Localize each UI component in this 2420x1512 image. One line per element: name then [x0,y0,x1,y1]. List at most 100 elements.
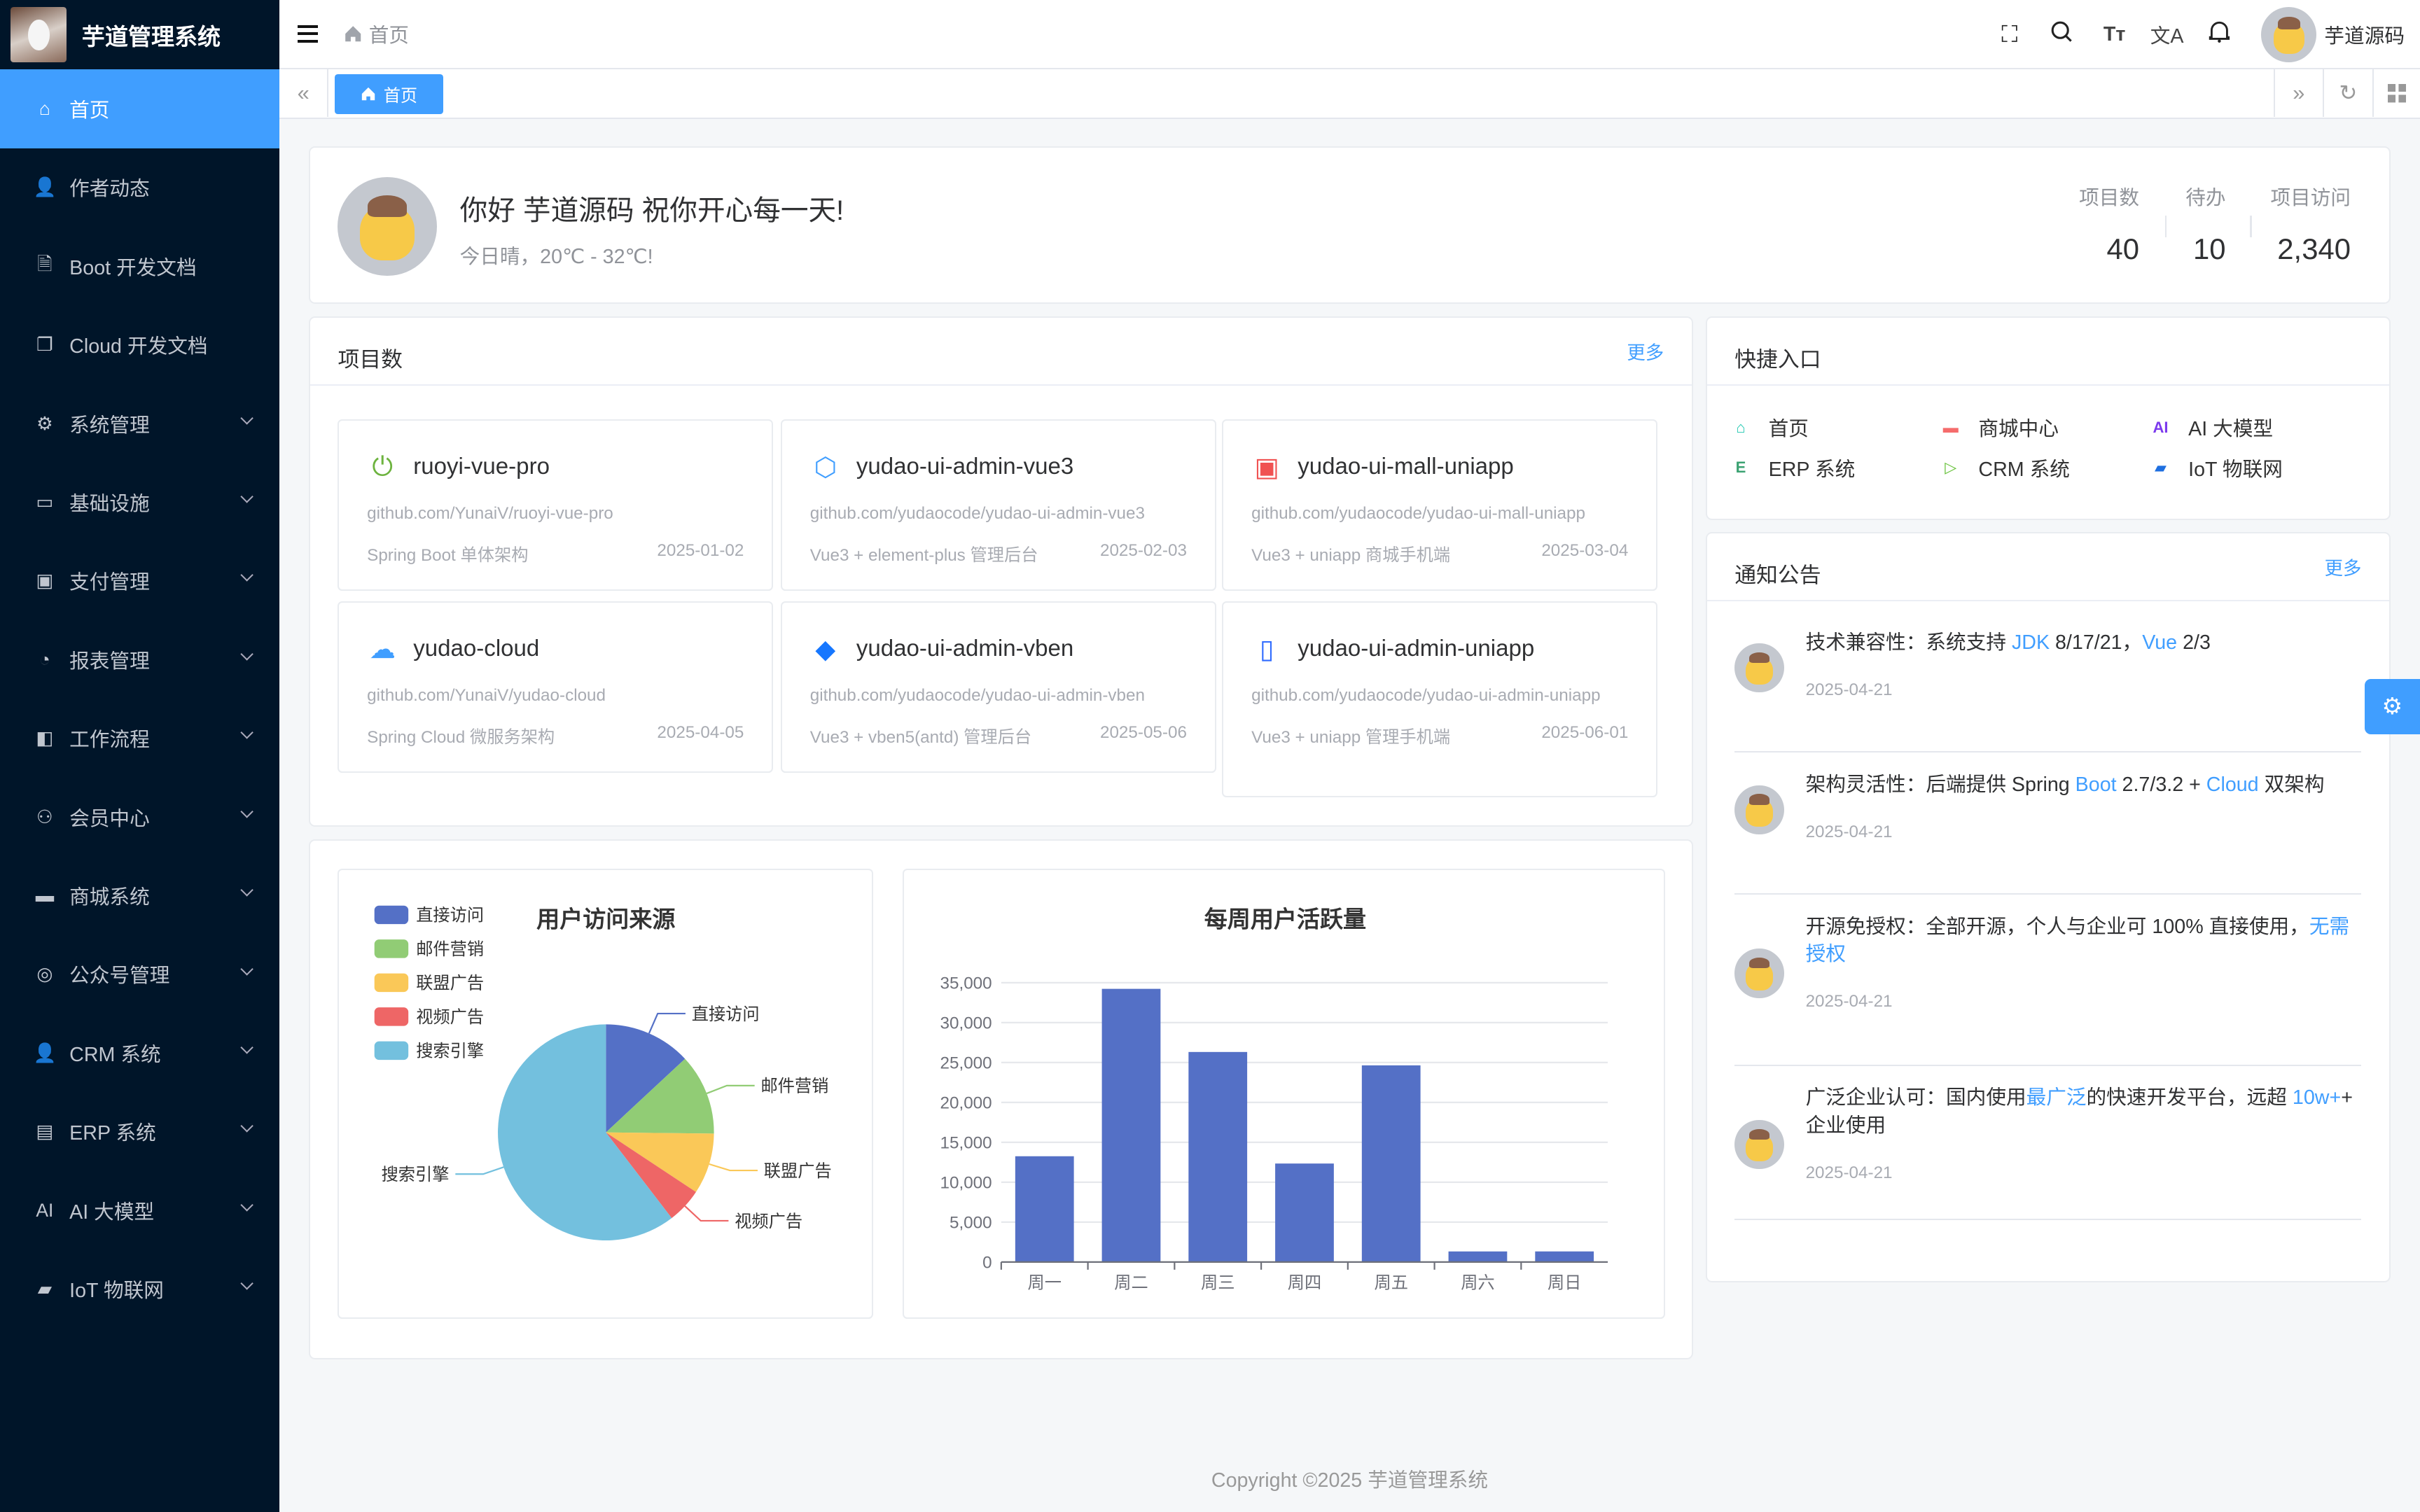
notice-link[interactable]: JDK [2011,631,2050,654]
pie-chart-icon: ◔ [39,648,50,670]
project-url[interactable]: github.com/yudaocode/yudao-ui-admin-vue3 [809,503,1145,523]
monitor-icon: ▭ [36,491,54,512]
sidebar-item[interactable]: 👤 作者动态 [0,148,279,227]
label-line [709,1163,758,1171]
quick-entry-item[interactable]: ⌂ 首页 [1730,413,1809,442]
quick-entry-item[interactable]: ▷ CRM 系统 [1940,454,2070,482]
bell-icon[interactable] [2193,20,2246,50]
sidebar-item[interactable]: 👤 CRM 系统 [0,1014,279,1092]
pie-slice[interactable] [606,1024,686,1133]
more-link[interactable]: 更多 [2324,558,2362,580]
notice-text-segment: 2/3 [2177,631,2211,654]
project-card[interactable]: ▯ yudao-ui-admin-uniapp github.com/yudaoco… [1222,601,1657,798]
quick-entry-item[interactable]: AI AI 大模型 [2150,413,2273,442]
project-url[interactable]: github.com/YunaiV/yudao-cloud [367,685,606,705]
bar[interactable] [1448,1251,1508,1262]
sidebar-item[interactable]: ⚙ 系统管理 [0,384,279,463]
project-url[interactable]: github.com/yudaocode/yudao-ui-admin-vben [809,685,1145,705]
legend-swatch[interactable] [375,939,409,958]
logo[interactable]: 芋道管理系统 [0,0,279,69]
scroll-right-button[interactable]: » [2273,69,2323,118]
divider [2165,216,2167,238]
notice-link[interactable]: Boot [2075,773,2117,796]
y-tick-label: 0 [982,1253,992,1272]
sidebar-item[interactable]: ▬ 商城系统 [0,856,279,934]
quick-entry-item[interactable]: ▬ 商城中心 [1940,413,2059,442]
legend-label[interactable]: 视频广告 [417,1008,485,1027]
refresh-icon[interactable]: ↻ [2323,69,2372,118]
bar[interactable] [1101,988,1161,1262]
bar[interactable] [1362,1065,1421,1262]
project-card[interactable]: ⏻ ruoyi-vue-pro github.com/YunaiV/ruoyi-vu… [338,419,774,591]
notice-link[interactable]: Cloud [2206,773,2259,796]
sidebar-item[interactable]: ◔ 报表管理 [0,620,279,699]
legend-label[interactable]: 邮件营销 [417,940,485,959]
bar[interactable] [1535,1251,1594,1262]
notice-link[interactable]: Vue [2142,631,2178,654]
sidebar-item[interactable]: ▣ 支付管理 [0,542,279,620]
notice-link[interactable]: 无需授权 [1805,915,2350,966]
pie-slice[interactable] [606,1132,715,1192]
project-card[interactable]: ▣ yudao-ui-mall-uniapp github.com/yudaocod… [1222,419,1657,591]
user-avatar[interactable] [2261,6,2317,63]
sidebar-item[interactable]: ▤ ERP 系统 [0,1092,279,1170]
x-tick-label: 周五 [1375,1273,1408,1292]
search-icon[interactable] [2036,21,2088,49]
tags-view: « 首页 » ↻ [279,69,2420,119]
y-tick-label: 5,000 [950,1213,992,1232]
sidebar-item[interactable]: 🗎 Boot 开发文档 [0,227,279,305]
notice-date: 2025-04-21 [1805,822,1893,841]
notice-item[interactable]: 架构灵活性：后端提供 Spring Boot 2.7/3.2 + Cloud 双… [1734,752,2362,895]
sidebar-item[interactable]: AI AI 大模型 [0,1171,279,1250]
notice-link[interactable]: 10w+ [2292,1086,2342,1110]
project-url[interactable]: github.com/yudaocode/yudao-ui-admin-unia… [1251,685,1601,705]
notice-text: 广泛企业认可：国内使用最广泛的快速开发平台，远超 10w++ 企业使用 [1806,1084,2362,1140]
legend-label[interactable]: 搜索引擎 [417,1042,485,1060]
legend-swatch[interactable] [375,973,409,992]
notice-item[interactable]: 技术兼容性：系统支持 JDK 8/17/21，Vue 2/3 2025-04-21 [1734,611,2362,753]
user-name[interactable]: 芋道源码 [2324,25,2405,48]
project-date: 2025-05-06 [1099,723,1187,743]
notice-item[interactable]: 广泛企业认可：国内使用最广泛的快速开发平台，远超 10w++ 企业使用 2025-… [1734,1066,2362,1221]
project-card[interactable]: ◆ yudao-ui-admin-vben github.com/yudaocode… [781,601,1216,774]
bar[interactable] [1275,1163,1335,1262]
quick-entry-item[interactable]: ▰ IoT 物联网 [2150,454,2283,482]
project-url[interactable]: github.com/YunaiV/ruoyi-vue-pro [367,503,613,523]
notice-link[interactable]: 最广泛 [2026,1086,2087,1110]
collapse-menu-icon[interactable] [298,25,319,43]
project-card[interactable]: ⬡ yudao-ui-admin-vue3 github.com/yudaocode… [781,419,1216,591]
sidebar-item[interactable]: ▰ IoT 物联网 [0,1250,279,1328]
bar[interactable] [1015,1156,1074,1262]
notice-item[interactable]: 开源免授权：全部开源，个人与企业可 100% 直接使用，无需授权 2025-04-… [1734,895,2362,1066]
label-line [455,1166,505,1175]
notice-avatar [1734,948,1784,998]
sidebar-item[interactable]: ❐ Cloud 开发文档 [0,305,279,384]
grid-menu-icon[interactable] [2372,69,2420,118]
scroll-left-button[interactable]: « [279,69,329,118]
legend-swatch[interactable] [375,1007,409,1026]
sidebar-item[interactable]: ◎ 公众号管理 [0,935,279,1014]
sidebar-item[interactable]: ⚇ 会员中心 [0,778,279,856]
sidebar-item[interactable]: ◧ 工作流程 [0,699,279,777]
legend-label[interactable]: 联盟广告 [417,974,485,993]
font-size-icon[interactable]: Tт [2103,23,2126,46]
translate-icon[interactable]: 文A [2150,25,2184,48]
sidebar-item[interactable]: ▭ 基础设施 [0,463,279,541]
breadcrumb-item[interactable]: 首页 [368,24,410,48]
quick-entry-item[interactable]: E ERP 系统 [1730,454,1856,482]
pie-slice[interactable] [606,1058,715,1134]
project-url[interactable]: github.com/yudaocode/yudao-ui-mall-uniap… [1251,503,1585,523]
tag-home[interactable]: 首页 [335,74,443,115]
fullscreen-icon[interactable]: ⛶ [2001,21,2018,48]
pie-slice[interactable] [498,1024,672,1240]
legend-swatch[interactable] [375,1041,409,1060]
sidebar-item[interactable]: ⌂ 首页 [0,69,279,148]
pie-slice[interactable] [606,1132,697,1218]
settings-button[interactable]: ⚙ [2364,678,2420,735]
more-link[interactable]: 更多 [1627,342,1664,363]
sidebar-item-label: 首页 [69,99,110,122]
legend-swatch[interactable] [375,905,409,924]
project-card[interactable]: ☁ yudao-cloud github.com/YunaiV/yudao-clou… [338,601,774,774]
legend-label[interactable]: 直接访问 [417,906,485,925]
bar[interactable] [1188,1051,1248,1262]
